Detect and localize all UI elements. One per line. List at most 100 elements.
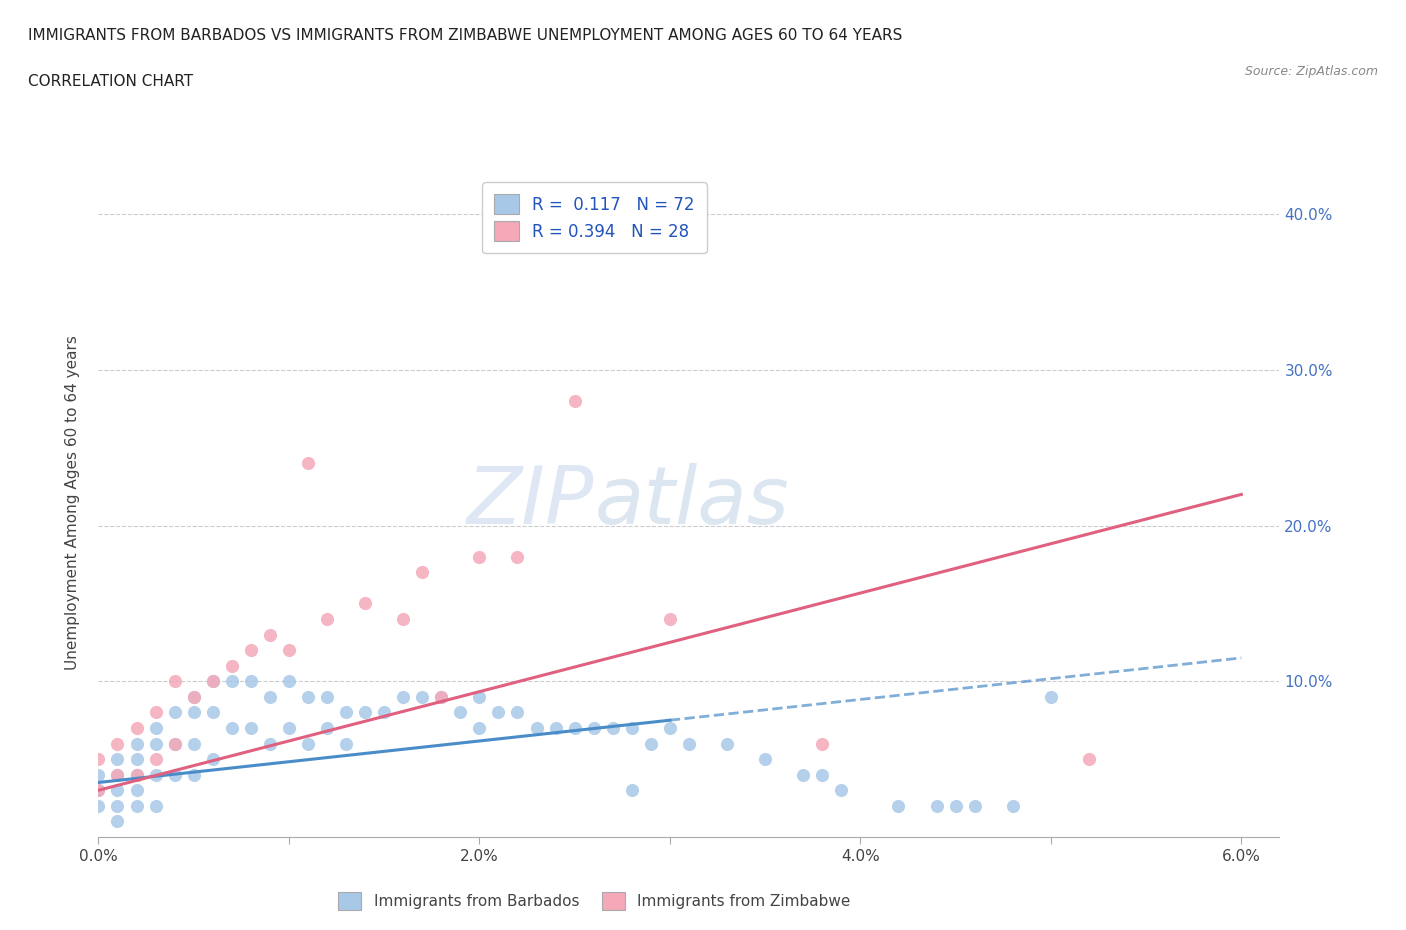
Point xyxy=(183,705,205,720)
Point xyxy=(183,767,205,782)
Point xyxy=(259,737,281,751)
Point xyxy=(277,674,299,689)
Point xyxy=(945,799,967,814)
Point xyxy=(125,767,148,782)
Point xyxy=(221,674,243,689)
Point xyxy=(449,705,471,720)
Point xyxy=(145,737,167,751)
Point xyxy=(125,799,148,814)
Point xyxy=(544,721,567,736)
Point xyxy=(392,689,415,704)
Point xyxy=(564,721,586,736)
Text: ZIP: ZIP xyxy=(467,463,595,541)
Point xyxy=(145,767,167,782)
Point xyxy=(183,689,205,704)
Point xyxy=(468,689,491,704)
Point xyxy=(411,565,433,579)
Point xyxy=(716,737,738,751)
Point xyxy=(582,721,605,736)
Point xyxy=(297,456,319,471)
Point xyxy=(145,705,167,720)
Point xyxy=(163,737,186,751)
Point xyxy=(201,751,224,766)
Point xyxy=(963,799,986,814)
Point xyxy=(277,643,299,658)
Legend: R =  0.117   N = 72, R = 0.394   N = 28: R = 0.117 N = 72, R = 0.394 N = 28 xyxy=(482,182,707,253)
Point xyxy=(163,705,186,720)
Point xyxy=(125,767,148,782)
Point xyxy=(259,627,281,642)
Point xyxy=(430,689,453,704)
Text: IMMIGRANTS FROM BARBADOS VS IMMIGRANTS FROM ZIMBABWE UNEMPLOYMENT AMONG AGES 60 : IMMIGRANTS FROM BARBADOS VS IMMIGRANTS F… xyxy=(28,28,903,43)
Text: atlas: atlas xyxy=(595,463,789,541)
Point xyxy=(125,751,148,766)
Point xyxy=(354,596,377,611)
Point xyxy=(373,705,395,720)
Point xyxy=(239,674,262,689)
Point xyxy=(602,721,624,736)
Point xyxy=(259,689,281,704)
Point xyxy=(183,737,205,751)
Point xyxy=(107,799,129,814)
Point xyxy=(297,737,319,751)
Point xyxy=(830,783,852,798)
Point xyxy=(335,737,357,751)
Point xyxy=(468,721,491,736)
Point xyxy=(620,783,643,798)
Point xyxy=(811,737,834,751)
Point xyxy=(506,705,529,720)
Point xyxy=(1039,689,1062,704)
Point xyxy=(468,550,491,565)
Point xyxy=(125,721,148,736)
Point xyxy=(107,767,129,782)
Point xyxy=(163,674,186,689)
Point xyxy=(564,393,586,408)
Point xyxy=(87,799,110,814)
Point xyxy=(201,674,224,689)
Point xyxy=(163,767,186,782)
Point xyxy=(201,674,224,689)
Point xyxy=(239,721,262,736)
Point xyxy=(239,643,262,658)
Point xyxy=(107,783,129,798)
Point xyxy=(316,689,339,704)
Point xyxy=(658,612,681,627)
Point xyxy=(620,721,643,736)
Point xyxy=(678,737,700,751)
Point xyxy=(297,689,319,704)
Point xyxy=(221,658,243,673)
Point xyxy=(526,721,548,736)
Point xyxy=(277,721,299,736)
Point xyxy=(792,767,814,782)
Point xyxy=(87,751,110,766)
Point xyxy=(488,705,510,720)
Point xyxy=(640,737,662,751)
Point xyxy=(183,689,205,704)
Point xyxy=(392,612,415,627)
Point xyxy=(107,737,129,751)
Point xyxy=(145,799,167,814)
Point xyxy=(163,737,186,751)
Point xyxy=(887,799,910,814)
Point xyxy=(658,721,681,736)
Text: Source: ZipAtlas.com: Source: ZipAtlas.com xyxy=(1244,65,1378,78)
Point xyxy=(87,767,110,782)
Point xyxy=(221,721,243,736)
Point xyxy=(87,783,110,798)
Point xyxy=(316,612,339,627)
Point xyxy=(107,767,129,782)
Point xyxy=(87,783,110,798)
Point xyxy=(506,550,529,565)
Point xyxy=(107,751,129,766)
Text: CORRELATION CHART: CORRELATION CHART xyxy=(28,74,193,89)
Y-axis label: Unemployment Among Ages 60 to 64 years: Unemployment Among Ages 60 to 64 years xyxy=(65,335,80,670)
Point xyxy=(354,705,377,720)
Point xyxy=(1078,751,1101,766)
Point xyxy=(125,737,148,751)
Point xyxy=(811,767,834,782)
Point xyxy=(201,705,224,720)
Point xyxy=(430,689,453,704)
Point xyxy=(925,799,948,814)
Point xyxy=(1001,799,1024,814)
Point xyxy=(107,814,129,829)
